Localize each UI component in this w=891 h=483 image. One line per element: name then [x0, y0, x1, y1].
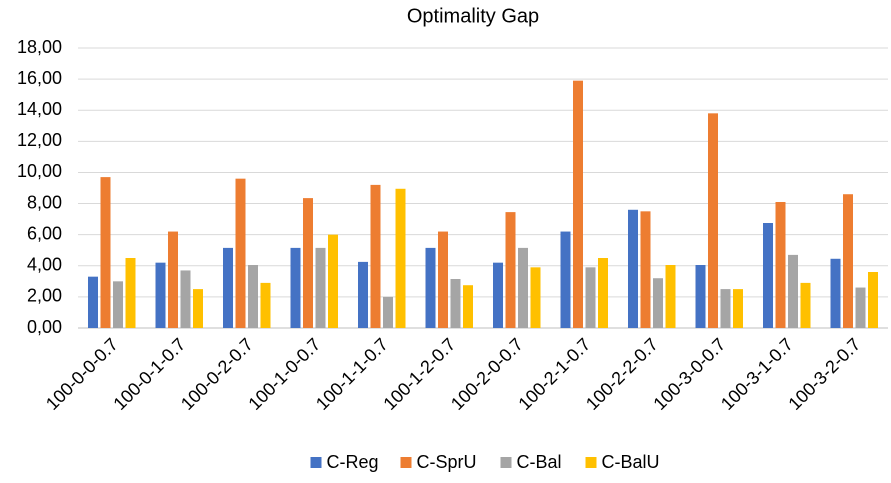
x-tick-label: 100-2-0-0.7 — [447, 334, 527, 414]
bar — [720, 289, 731, 328]
bar — [843, 194, 853, 328]
legend-label: C-Bal — [517, 452, 562, 472]
legend-swatch — [500, 457, 512, 468]
y-tick-label: 18,00 — [17, 37, 62, 57]
legend-label: C-Reg — [327, 452, 379, 472]
bar — [193, 289, 203, 328]
bar — [370, 184, 381, 328]
bar — [505, 212, 516, 328]
bar — [260, 282, 271, 328]
bar — [665, 265, 676, 328]
bar — [438, 231, 448, 328]
bar — [530, 267, 541, 328]
bar — [168, 231, 178, 328]
legend-swatch — [310, 457, 322, 468]
bar — [775, 202, 786, 328]
legend-swatch — [585, 457, 597, 468]
bar — [830, 258, 841, 328]
x-tick-label: 100-1-1-0.7 — [312, 334, 392, 414]
y-tick-label: 6,00 — [27, 223, 62, 243]
bar — [733, 289, 743, 328]
bar — [695, 265, 706, 328]
y-tick-label: 0,00 — [27, 317, 62, 337]
bar — [303, 198, 313, 328]
y-tick-label: 10,00 — [17, 161, 62, 181]
bar — [395, 188, 406, 328]
bar — [708, 113, 718, 328]
bar — [125, 258, 136, 328]
x-tick-label: 100-0-2-0.7 — [177, 334, 257, 414]
bar — [450, 279, 461, 328]
y-tick-label: 4,00 — [27, 255, 62, 275]
x-tick-label: 100-2-1-0.7 — [514, 334, 594, 414]
legend-label: C-SprU — [417, 452, 477, 472]
bar — [315, 247, 326, 328]
bar — [235, 178, 246, 328]
x-tick-label: 100-0-1-0.7 — [109, 334, 189, 414]
bar — [640, 211, 651, 328]
bar — [585, 267, 596, 328]
bar — [100, 177, 111, 328]
bar — [223, 247, 233, 328]
bar — [868, 272, 878, 328]
bar — [383, 296, 393, 328]
legend-label: C-BalU — [602, 452, 660, 472]
y-tick-label: 8,00 — [27, 192, 62, 212]
bar — [628, 209, 638, 328]
bar — [598, 258, 608, 328]
chart-title: Optimality Gap — [407, 5, 539, 27]
y-tick-label: 2,00 — [27, 286, 62, 306]
x-tick-label: 100-1-0-0.7 — [244, 334, 324, 414]
bar — [493, 262, 503, 328]
bar — [180, 270, 191, 328]
bar — [560, 231, 571, 328]
y-tick-label: 16,00 — [17, 68, 62, 88]
bar — [518, 247, 528, 328]
bar — [328, 234, 338, 328]
bar — [88, 276, 98, 328]
x-tick-label: 100-3-0-0.7 — [649, 334, 729, 414]
x-tick-label: 100-1-2-0.7 — [379, 334, 459, 414]
bar — [155, 262, 166, 328]
bar — [788, 254, 798, 328]
bar — [425, 247, 436, 328]
bar — [653, 278, 663, 328]
y-tick-label: 14,00 — [17, 99, 62, 119]
bar — [248, 265, 258, 328]
bar — [763, 223, 773, 328]
x-tick-label: 100-2-2-0.7 — [582, 334, 662, 414]
bar — [573, 80, 583, 329]
x-tick-label: 100-3-1-0.7 — [717, 334, 797, 414]
legend-swatch — [400, 457, 412, 468]
bar — [358, 261, 368, 328]
bar — [113, 281, 123, 328]
bar — [855, 287, 866, 328]
x-tick-label: 100-3-2-0.7 — [784, 334, 864, 414]
bar — [290, 247, 301, 328]
y-tick-label: 12,00 — [17, 130, 62, 150]
bar — [463, 285, 473, 328]
x-tick-label: 100-0-0-0.7 — [42, 334, 122, 414]
bar — [800, 282, 811, 328]
